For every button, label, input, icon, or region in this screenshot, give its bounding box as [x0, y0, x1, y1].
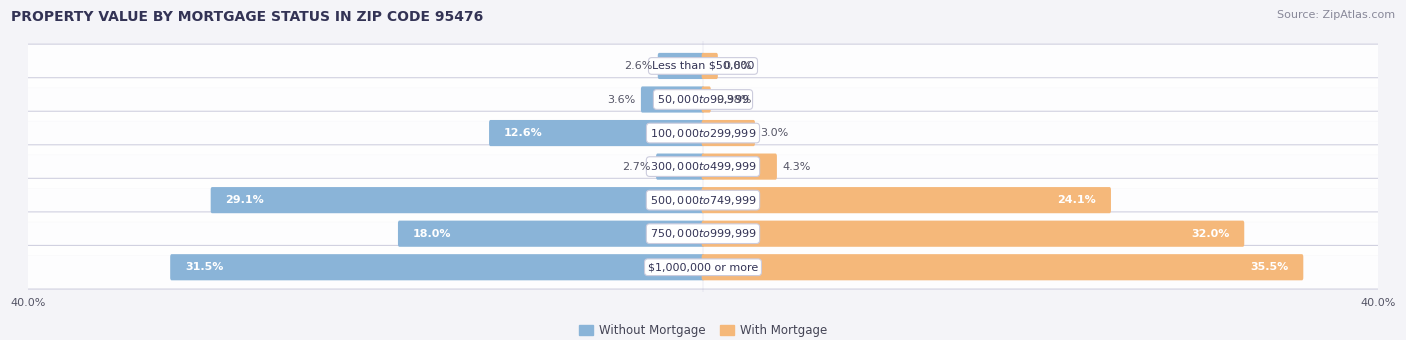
- Text: 31.5%: 31.5%: [186, 262, 224, 272]
- FancyBboxPatch shape: [398, 221, 704, 247]
- Text: $500,000 to $749,999: $500,000 to $749,999: [650, 194, 756, 207]
- Text: $100,000 to $299,999: $100,000 to $299,999: [650, 126, 756, 139]
- Text: 4.3%: 4.3%: [782, 162, 811, 172]
- Text: $300,000 to $499,999: $300,000 to $499,999: [650, 160, 756, 173]
- Text: 12.6%: 12.6%: [503, 128, 543, 138]
- Text: 0.38%: 0.38%: [716, 95, 752, 104]
- Text: 2.6%: 2.6%: [624, 61, 652, 71]
- FancyBboxPatch shape: [211, 187, 704, 213]
- FancyBboxPatch shape: [702, 120, 755, 146]
- FancyBboxPatch shape: [17, 178, 1389, 222]
- Text: Source: ZipAtlas.com: Source: ZipAtlas.com: [1277, 10, 1395, 20]
- Legend: Without Mortgage, With Mortgage: Without Mortgage, With Mortgage: [574, 319, 832, 340]
- FancyBboxPatch shape: [17, 145, 1389, 188]
- FancyBboxPatch shape: [702, 53, 718, 79]
- Text: $1,000,000 or more: $1,000,000 or more: [648, 262, 758, 272]
- Text: 24.1%: 24.1%: [1057, 195, 1097, 205]
- FancyBboxPatch shape: [658, 53, 704, 79]
- FancyBboxPatch shape: [17, 78, 1389, 121]
- FancyBboxPatch shape: [641, 86, 704, 113]
- FancyBboxPatch shape: [702, 254, 1303, 280]
- FancyBboxPatch shape: [17, 245, 1389, 289]
- Text: 29.1%: 29.1%: [225, 195, 264, 205]
- Text: 18.0%: 18.0%: [413, 229, 451, 239]
- Text: 3.6%: 3.6%: [607, 95, 636, 104]
- FancyBboxPatch shape: [17, 44, 1389, 88]
- FancyBboxPatch shape: [657, 154, 704, 180]
- FancyBboxPatch shape: [170, 254, 704, 280]
- FancyBboxPatch shape: [17, 111, 1389, 155]
- Text: 32.0%: 32.0%: [1191, 229, 1229, 239]
- FancyBboxPatch shape: [702, 187, 1111, 213]
- Text: Less than $50,000: Less than $50,000: [652, 61, 754, 71]
- FancyBboxPatch shape: [489, 120, 704, 146]
- Text: 2.7%: 2.7%: [623, 162, 651, 172]
- FancyBboxPatch shape: [702, 221, 1244, 247]
- Text: 35.5%: 35.5%: [1250, 262, 1288, 272]
- FancyBboxPatch shape: [17, 212, 1389, 255]
- FancyBboxPatch shape: [702, 154, 778, 180]
- Text: 0.8%: 0.8%: [723, 61, 752, 71]
- Text: $50,000 to $99,999: $50,000 to $99,999: [657, 93, 749, 106]
- Text: 3.0%: 3.0%: [761, 128, 789, 138]
- FancyBboxPatch shape: [702, 86, 711, 113]
- Text: $750,000 to $999,999: $750,000 to $999,999: [650, 227, 756, 240]
- Text: PROPERTY VALUE BY MORTGAGE STATUS IN ZIP CODE 95476: PROPERTY VALUE BY MORTGAGE STATUS IN ZIP…: [11, 10, 484, 24]
